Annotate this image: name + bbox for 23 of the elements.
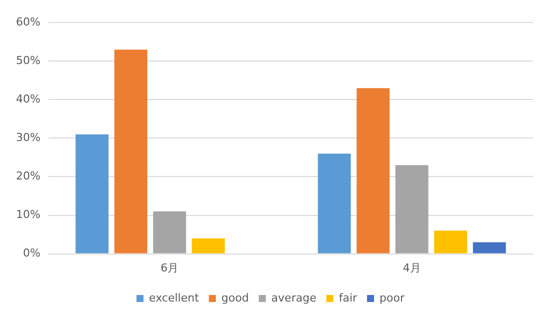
bar — [356, 88, 390, 254]
y-tick-label: 10% — [16, 208, 40, 222]
y-tick-label: 20% — [16, 170, 40, 183]
legend-label: excellent — [149, 291, 200, 304]
bar — [472, 242, 506, 254]
x-tick-label: 4月 — [402, 261, 421, 274]
bar — [114, 50, 148, 254]
legend-label: poor — [380, 291, 405, 304]
legend-label: average — [271, 291, 317, 304]
x-tick-label: 6月 — [160, 261, 179, 274]
bar — [434, 230, 468, 254]
legend-label: fair — [338, 291, 358, 304]
y-tick-label: 50% — [16, 54, 40, 67]
y-tick-label: 40% — [16, 92, 40, 106]
y-tick-label: 30% — [16, 131, 40, 144]
bar — [318, 154, 351, 254]
bar — [153, 211, 186, 254]
y-tick-label: 60% — [16, 15, 40, 28]
bar — [395, 165, 428, 254]
y-tick-label: 0% — [22, 246, 40, 260]
bar — [76, 134, 109, 254]
bar — [192, 238, 225, 254]
legend-label: good — [221, 291, 249, 304]
